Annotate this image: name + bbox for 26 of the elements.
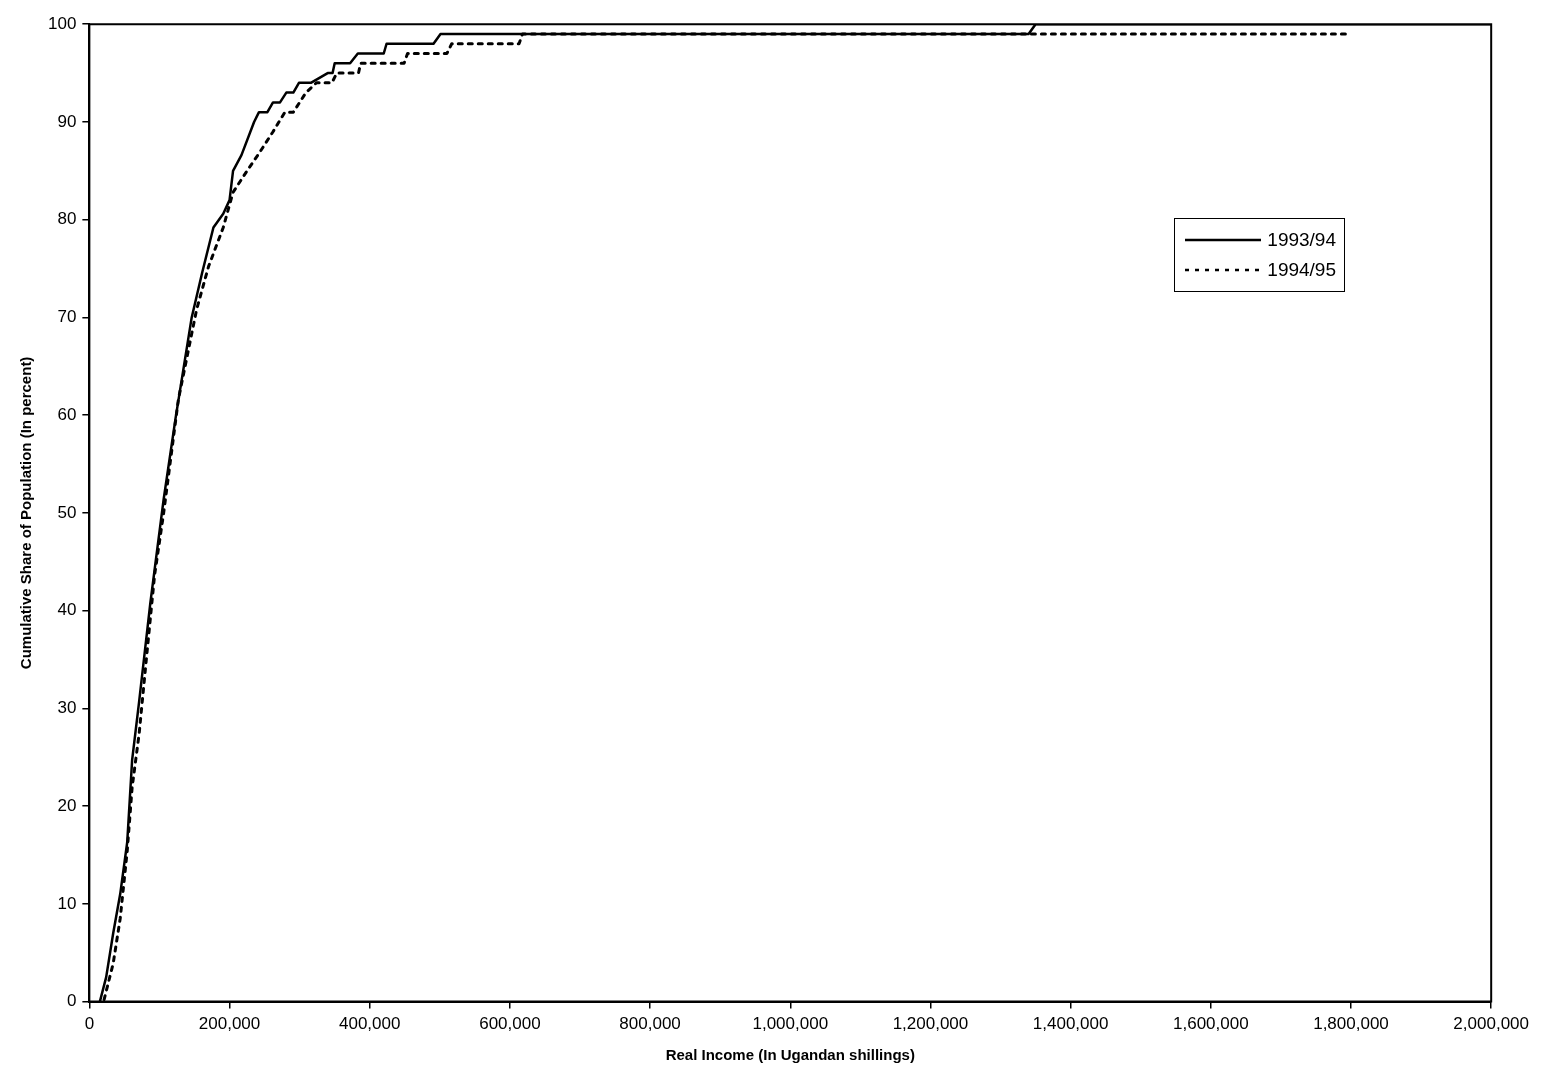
x-tick-label: 2,000,000 [1453, 1014, 1530, 1034]
legend-label: 1993/94 [1267, 228, 1336, 252]
y-tick-label: 70 [57, 307, 77, 327]
y-tick-label: 100 [47, 13, 77, 33]
y-tick-label: 30 [57, 698, 77, 718]
y-tick-label: 0 [66, 991, 77, 1011]
y-tick-label: 40 [57, 600, 77, 620]
y-tick-label: 50 [57, 502, 77, 522]
x-tick-label: 1,200,000 [892, 1014, 969, 1034]
y-tick-label: 80 [57, 209, 77, 229]
legend-label: 1994/95 [1267, 258, 1336, 282]
x-tick-label: 1,600,000 [1173, 1014, 1249, 1034]
x-tick-label: 600,000 [479, 1014, 541, 1034]
y-tick-label: 20 [57, 795, 77, 815]
x-tick-label: 400,000 [339, 1014, 401, 1034]
x-tick-label: 0 [84, 1014, 95, 1034]
x-tick-label: 1,800,000 [1313, 1014, 1389, 1034]
y-tick-label: 60 [57, 404, 77, 424]
x-tick-label: 1,000,000 [752, 1014, 829, 1034]
x-tick-label: 1,400,000 [1032, 1014, 1109, 1034]
y-tick-label: 90 [57, 111, 77, 131]
x-axis-title: Real Income (In Ugandan shillings) [665, 1046, 915, 1064]
y-tick-label: 10 [57, 893, 77, 913]
y-axis-title: Cumulative Share of Population (In percent) [17, 356, 35, 670]
x-tick-label: 800,000 [619, 1014, 681, 1034]
x-tick-label: 200,000 [198, 1014, 261, 1034]
